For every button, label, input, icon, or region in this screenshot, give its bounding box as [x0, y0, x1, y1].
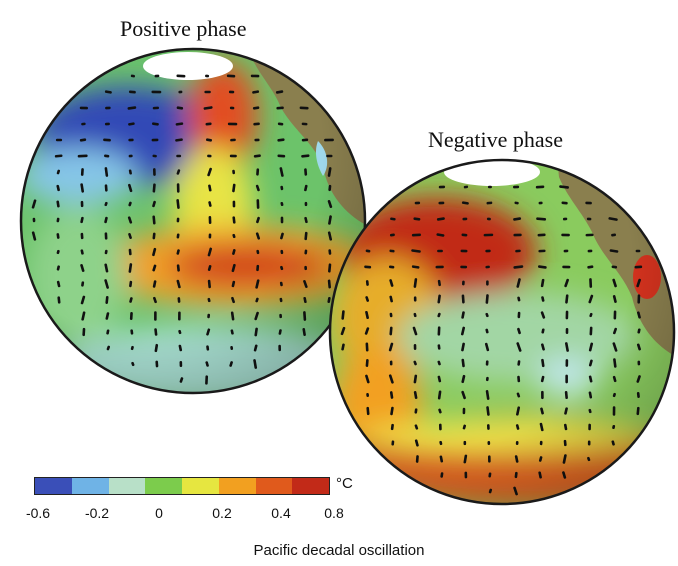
- negative-phase-title: Negative phase: [428, 127, 563, 152]
- positive-phase-title: Positive phase: [120, 16, 247, 41]
- colorbar-segment: [182, 478, 219, 494]
- colorbar-unit: °C: [336, 475, 353, 492]
- positive-phase-globe: [19, 47, 367, 395]
- colorbar-tick: 0.4: [271, 505, 291, 521]
- colorbar-segment: [35, 478, 72, 494]
- globe-outline: [328, 158, 676, 506]
- colorbar-segment: [218, 478, 256, 494]
- colorbar-tick: -0.6: [25, 505, 51, 521]
- colorbar-segment: [292, 478, 329, 494]
- colorbar-segment: [108, 478, 146, 494]
- colorbar-segment: [255, 478, 293, 494]
- negative-phase-globe: [328, 158, 676, 506]
- colorbar-segment: [71, 478, 109, 494]
- globe-outline: [19, 47, 367, 395]
- colorbar-tick: -0.2: [84, 505, 110, 521]
- colorbar-tick: 0.2: [212, 505, 232, 521]
- figure-caption: Pacific decadal oscillation: [253, 542, 425, 559]
- colorbar-tick: 0.8: [324, 505, 344, 521]
- colorbar-tick: 0: [155, 505, 163, 521]
- colorbar-segment: [145, 478, 182, 494]
- temperature-colorbar: [34, 477, 330, 495]
